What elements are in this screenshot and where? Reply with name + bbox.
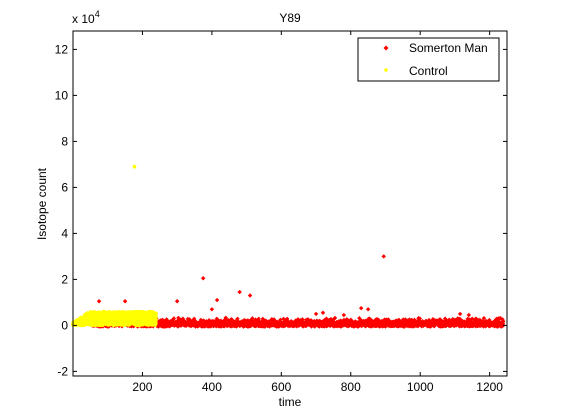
y-tick-label: 8 [61, 134, 68, 148]
y-tick-label: -2 [57, 364, 68, 378]
x-axis-label: time [279, 395, 302, 409]
plot-frame [72, 30, 508, 377]
x-tick-label: 400 [202, 380, 222, 394]
somerton-outlier [457, 311, 463, 317]
x-tick-label: 200 [132, 380, 152, 394]
somerton-outlier [381, 254, 386, 259]
somerton-point [417, 316, 423, 321]
y-tick-label: 0 [61, 318, 68, 332]
somerton-point [501, 319, 506, 324]
legend: Somerton Man Control [357, 37, 500, 82]
somerton-outlier [122, 299, 128, 304]
somerton-outlier [365, 307, 371, 312]
legend-marker-somerton-man [383, 45, 389, 51]
series-layer [71, 164, 506, 329]
somerton-point [185, 316, 191, 322]
y-scale-multiplier: x 104 [72, 9, 100, 26]
legend-box [357, 37, 500, 82]
somerton-point [250, 316, 255, 321]
y-scale-base: x 10 [72, 12, 95, 26]
y-tick-label: 12 [55, 42, 69, 56]
somerton-outlier [313, 311, 319, 317]
somerton-outlier [466, 312, 472, 318]
somerton-outlier [201, 276, 206, 281]
somerton-outlier [247, 293, 253, 298]
y-tick-label: 2 [61, 272, 68, 286]
axes-layer: 200 400 600 800 1000 1200 -2 0 2 4 6 8 10 12 [55, 31, 507, 394]
control-outlier [132, 164, 137, 169]
somerton-outlier [341, 312, 347, 318]
somerton-outlier [237, 289, 242, 295]
chart-title: Y89 [279, 11, 301, 25]
legend-marker-control [384, 68, 388, 72]
somerton-outlier [96, 299, 102, 304]
y-tick-label: 6 [61, 180, 68, 194]
x-tick-label: 800 [341, 380, 361, 394]
y-tick-label: 10 [55, 88, 69, 102]
somerton-point [171, 316, 177, 321]
control-point [154, 314, 158, 319]
somerton-outlier [320, 310, 326, 315]
x-tick-label: 1000 [407, 380, 434, 394]
x-tick-label: 600 [271, 380, 291, 394]
somerton-point [215, 317, 220, 322]
y-tick-label: 4 [61, 226, 68, 240]
somerton-outlier [209, 307, 215, 312]
legend-label-somerton-man: Somerton Man [409, 41, 488, 55]
somerton-point [481, 315, 487, 321]
somerton-outlier [174, 299, 180, 304]
y-scale-exponent: 4 [95, 9, 100, 19]
somerton-outlier [358, 305, 364, 311]
control-point [154, 318, 158, 322]
legend-label-control: Control [409, 64, 448, 78]
somerton-point [332, 315, 338, 321]
control-point [153, 321, 158, 326]
x-tick-label: 1200 [476, 380, 503, 394]
somerton-outlier [214, 297, 220, 303]
somerton-point [229, 317, 234, 322]
control-point [154, 311, 158, 316]
y-axis-label: Isotope count [35, 167, 49, 240]
